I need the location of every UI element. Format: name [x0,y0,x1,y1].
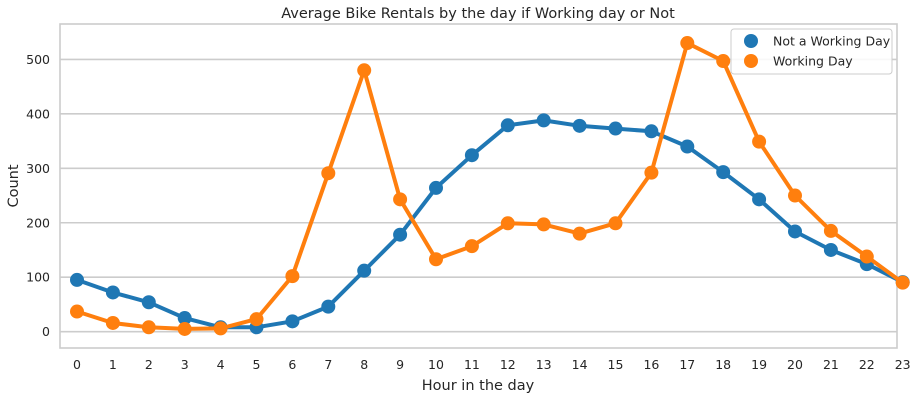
data-point [608,121,623,136]
data-point [500,216,515,231]
data-point [752,134,767,149]
x-tick-label: 0 [73,357,81,372]
legend-label-not-working-day: Not a Working Day [773,34,891,49]
data-point [393,227,408,242]
x-tick-label: 20 [787,357,803,372]
data-point [141,295,156,310]
x-tick-label: 7 [324,357,332,372]
data-point [823,223,838,238]
y-axis-label: Count [6,164,22,207]
x-tick-label: 3 [181,357,189,372]
data-point [285,269,300,284]
series-line [75,41,905,331]
y-tick-label: 0 [42,324,50,339]
data-point [105,285,120,300]
x-tick-label: 5 [253,357,261,372]
data-point [464,239,479,254]
x-tick-label: 22 [859,357,875,372]
x-tick-label: 18 [715,357,731,372]
legend: Not a Working Day Working Day [730,28,893,75]
series-line [75,118,905,330]
data-point [321,166,336,181]
data-point [859,249,874,264]
data-point [429,252,443,267]
data-point [393,192,408,207]
legend-box [730,28,893,75]
x-tick-label: 2 [145,357,153,372]
data-point [788,224,802,239]
data-point [572,226,587,241]
gridlines [60,58,897,333]
data-point [141,320,156,335]
data-point [177,311,192,326]
x-tick-label: 16 [643,357,659,372]
data-point [572,118,587,133]
data-point [321,299,336,314]
series-working-day [70,36,910,336]
data-point [716,165,731,180]
x-tick-label: 1 [109,357,117,372]
data-point [70,272,84,287]
data-point [213,321,228,336]
data-point [788,188,802,203]
y-tick-labels: 0 100 200 300 400 500 [26,52,50,339]
chart-title: Average Bike Rentals by the day if Worki… [281,6,675,22]
data-point [429,180,443,195]
x-tick-label: 9 [396,357,404,372]
data-point [357,263,372,278]
x-tick-label: 12 [500,357,516,372]
data-point [644,165,659,180]
x-tick-label: 15 [608,357,624,372]
x-tick-labels: 0 1 2 3 4 5 6 7 8 9 10 11 12 13 14 15 16 17 18 19 20 21 22 23 [73,357,911,372]
data-point [105,315,120,330]
data-point [500,118,515,133]
y-tick-label: 300 [26,161,50,176]
x-axis-label: Hour in the day [422,378,535,394]
data-point [823,242,838,257]
x-tick-label: 8 [360,357,368,372]
data-point [70,304,84,319]
data-point [608,216,623,231]
legend-marker-not-working-day [744,34,758,48]
series-not-working-day [70,113,910,335]
legend-marker-working-day [744,54,758,68]
y-tick-label: 500 [26,52,50,67]
legend-label-working-day: Working Day [773,54,853,69]
x-tick-label: 10 [428,357,444,372]
data-point [895,275,910,290]
x-tick-label: 23 [895,357,911,372]
y-tick-label: 100 [26,270,50,285]
plot-frame [59,23,898,349]
data-point [464,148,479,163]
x-tick-label: 4 [217,357,225,372]
x-tick-label: 21 [823,357,839,372]
y-tick-label: 200 [26,215,50,230]
x-tick-label: 19 [751,357,767,372]
data-point [716,54,731,69]
x-tick-label: 6 [288,357,296,372]
y-tick-label: 400 [26,106,50,121]
data-point [249,312,264,327]
data-point [680,139,695,154]
data-point [177,321,192,336]
data-point [536,217,551,232]
x-tick-label: 11 [464,357,480,372]
data-point [752,192,767,207]
series-layer [70,36,910,336]
data-point [285,314,300,329]
data-point [357,63,372,78]
x-tick-label: 13 [536,357,552,372]
data-point [644,124,659,139]
x-tick-label: 14 [572,357,588,372]
data-point [680,36,695,51]
data-point [536,113,551,128]
x-tick-label: 17 [679,357,695,372]
